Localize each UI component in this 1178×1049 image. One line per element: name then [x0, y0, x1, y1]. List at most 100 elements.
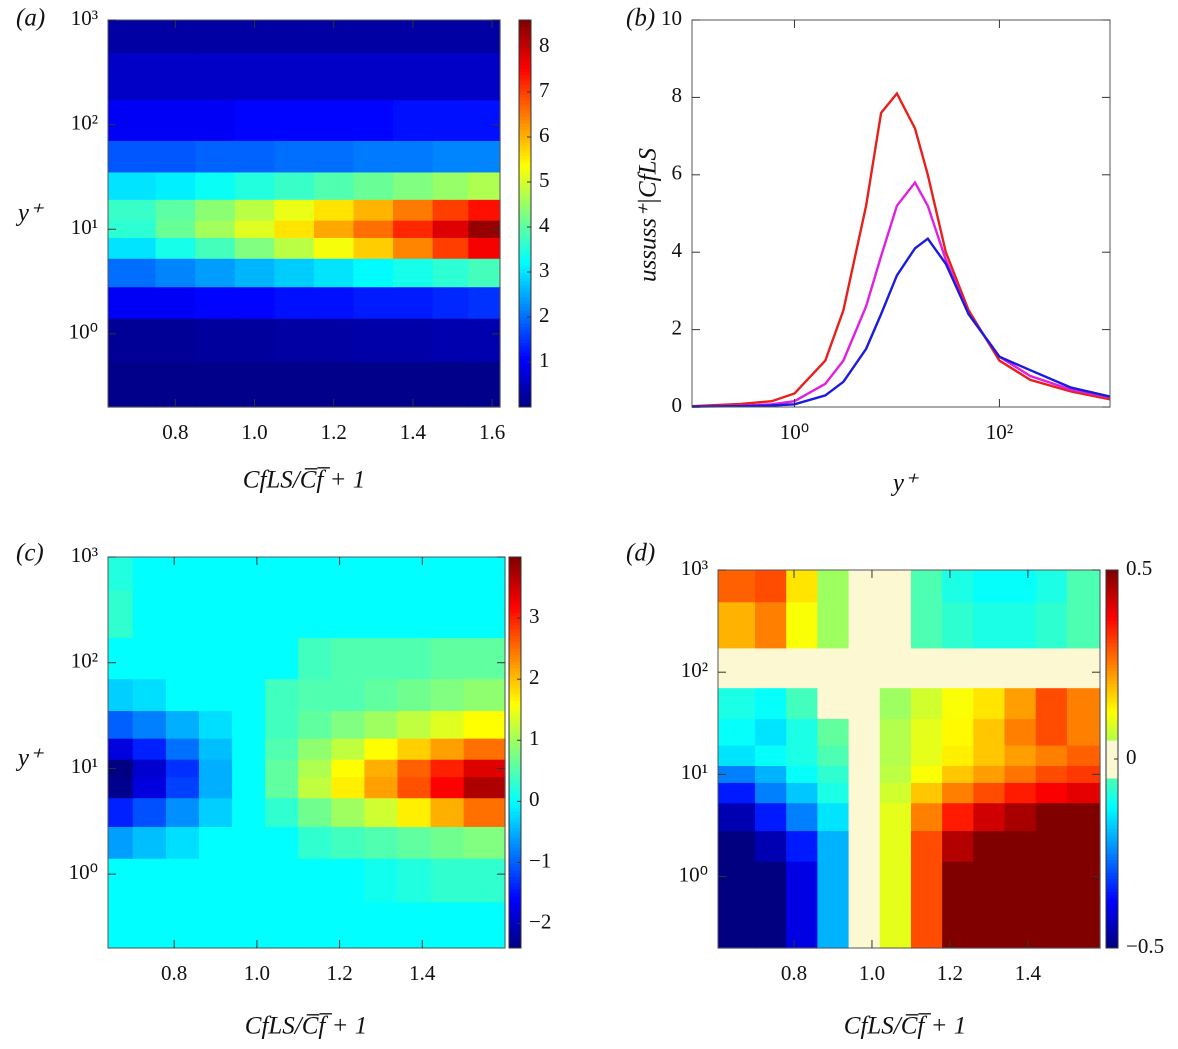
colorbar-segment	[1106, 796, 1118, 801]
colorbar-segment	[519, 29, 531, 34]
colorbar-segment	[519, 126, 531, 131]
colorbar-segment	[519, 274, 531, 279]
colorbar-segment	[519, 219, 531, 224]
colorbar-segment	[1106, 809, 1118, 814]
cell	[108, 52, 157, 101]
colorbar-segment	[519, 36, 531, 40]
cell	[1004, 782, 1037, 804]
colorbar-segment	[519, 248, 531, 253]
cell	[942, 570, 974, 603]
colorbar-segment	[1106, 689, 1118, 694]
cell	[755, 570, 787, 603]
colorbar-segment	[519, 26, 531, 31]
colorbar-segment	[519, 329, 531, 334]
colorbar-segment	[509, 719, 521, 724]
cell	[817, 830, 850, 862]
cell	[353, 361, 394, 408]
cell	[195, 237, 236, 259]
colorbar-segment	[509, 716, 521, 721]
cell	[430, 738, 465, 760]
colorbar-segment	[509, 762, 521, 767]
cell	[432, 237, 469, 259]
colorbar-segment	[1106, 834, 1118, 839]
cell	[232, 557, 266, 591]
colorbar-segment	[1106, 929, 1118, 933]
x-tick-label: 1.2	[937, 961, 963, 985]
cell	[942, 765, 974, 783]
cell	[298, 776, 332, 799]
colorbar-segment	[519, 316, 531, 321]
cell	[430, 797, 465, 827]
y-tick-label: 10³	[71, 543, 98, 567]
colorbar-tick-label: −2	[529, 909, 551, 933]
cell	[198, 759, 233, 778]
cell	[298, 678, 332, 712]
colorbar-segment	[1106, 944, 1118, 949]
colorbar-segment	[509, 768, 521, 773]
plot-frame	[691, 19, 1111, 408]
cell	[786, 745, 818, 766]
cell	[353, 99, 394, 141]
cell	[265, 776, 299, 799]
colorbar-segment	[509, 814, 521, 819]
colorbar-segment	[509, 605, 521, 610]
colorbar-segment	[1106, 579, 1118, 584]
colorbar-segment	[1106, 607, 1118, 612]
colorbar-segment	[519, 97, 531, 102]
cell	[165, 557, 200, 591]
colorbar-segment	[509, 765, 521, 770]
colorbar-segment	[509, 631, 521, 636]
colorbar-segment	[519, 365, 531, 369]
colorbar-segment	[519, 174, 531, 179]
cell	[313, 286, 355, 319]
cell	[353, 220, 394, 238]
cell	[274, 237, 315, 259]
cell	[155, 171, 196, 200]
cell	[1035, 601, 1068, 649]
colorbar-segment	[1106, 733, 1118, 738]
colorbar-segment	[509, 667, 521, 672]
cell	[195, 258, 236, 288]
cell	[397, 901, 432, 949]
cell	[155, 237, 196, 259]
colorbar-segment	[519, 181, 531, 185]
colorbar-segment	[519, 71, 531, 76]
cell	[195, 286, 236, 319]
colorbar-segment	[509, 644, 521, 649]
cell	[1004, 570, 1037, 603]
y-tick-label: 10³	[681, 556, 708, 580]
colorbar-segment	[519, 268, 531, 273]
cell	[1004, 802, 1037, 832]
cell	[1066, 830, 1101, 862]
y-tick-label: 2	[672, 315, 683, 339]
cell	[364, 710, 399, 739]
colorbar-segment	[519, 307, 531, 311]
x-tick-label: 0.8	[161, 961, 187, 985]
colorbar-segment	[1106, 633, 1118, 637]
colorbar-segment	[1106, 724, 1118, 728]
cell	[274, 258, 315, 288]
cell	[132, 776, 167, 799]
panel-label: (b)	[626, 5, 655, 32]
colorbar-segment	[1106, 875, 1118, 880]
cell	[468, 140, 501, 173]
colorbar-segment	[519, 390, 531, 395]
colorbar-segment	[519, 65, 531, 69]
colorbar-segment	[519, 155, 531, 160]
cell	[108, 20, 157, 54]
cell	[397, 557, 432, 591]
cell	[108, 589, 134, 639]
colorbar-segment	[519, 145, 531, 150]
cell	[1066, 570, 1101, 603]
colorbar-segment	[509, 745, 521, 750]
colorbar-segment	[519, 58, 531, 63]
cell	[718, 903, 756, 949]
colorbar-segment	[519, 326, 531, 331]
x-tick-label: 1.4	[400, 420, 427, 444]
cell	[463, 738, 506, 760]
cell	[786, 782, 818, 804]
cell	[265, 678, 299, 712]
colorbar-segment	[509, 759, 521, 763]
cell	[463, 797, 506, 827]
colorbar-segment	[519, 94, 531, 98]
